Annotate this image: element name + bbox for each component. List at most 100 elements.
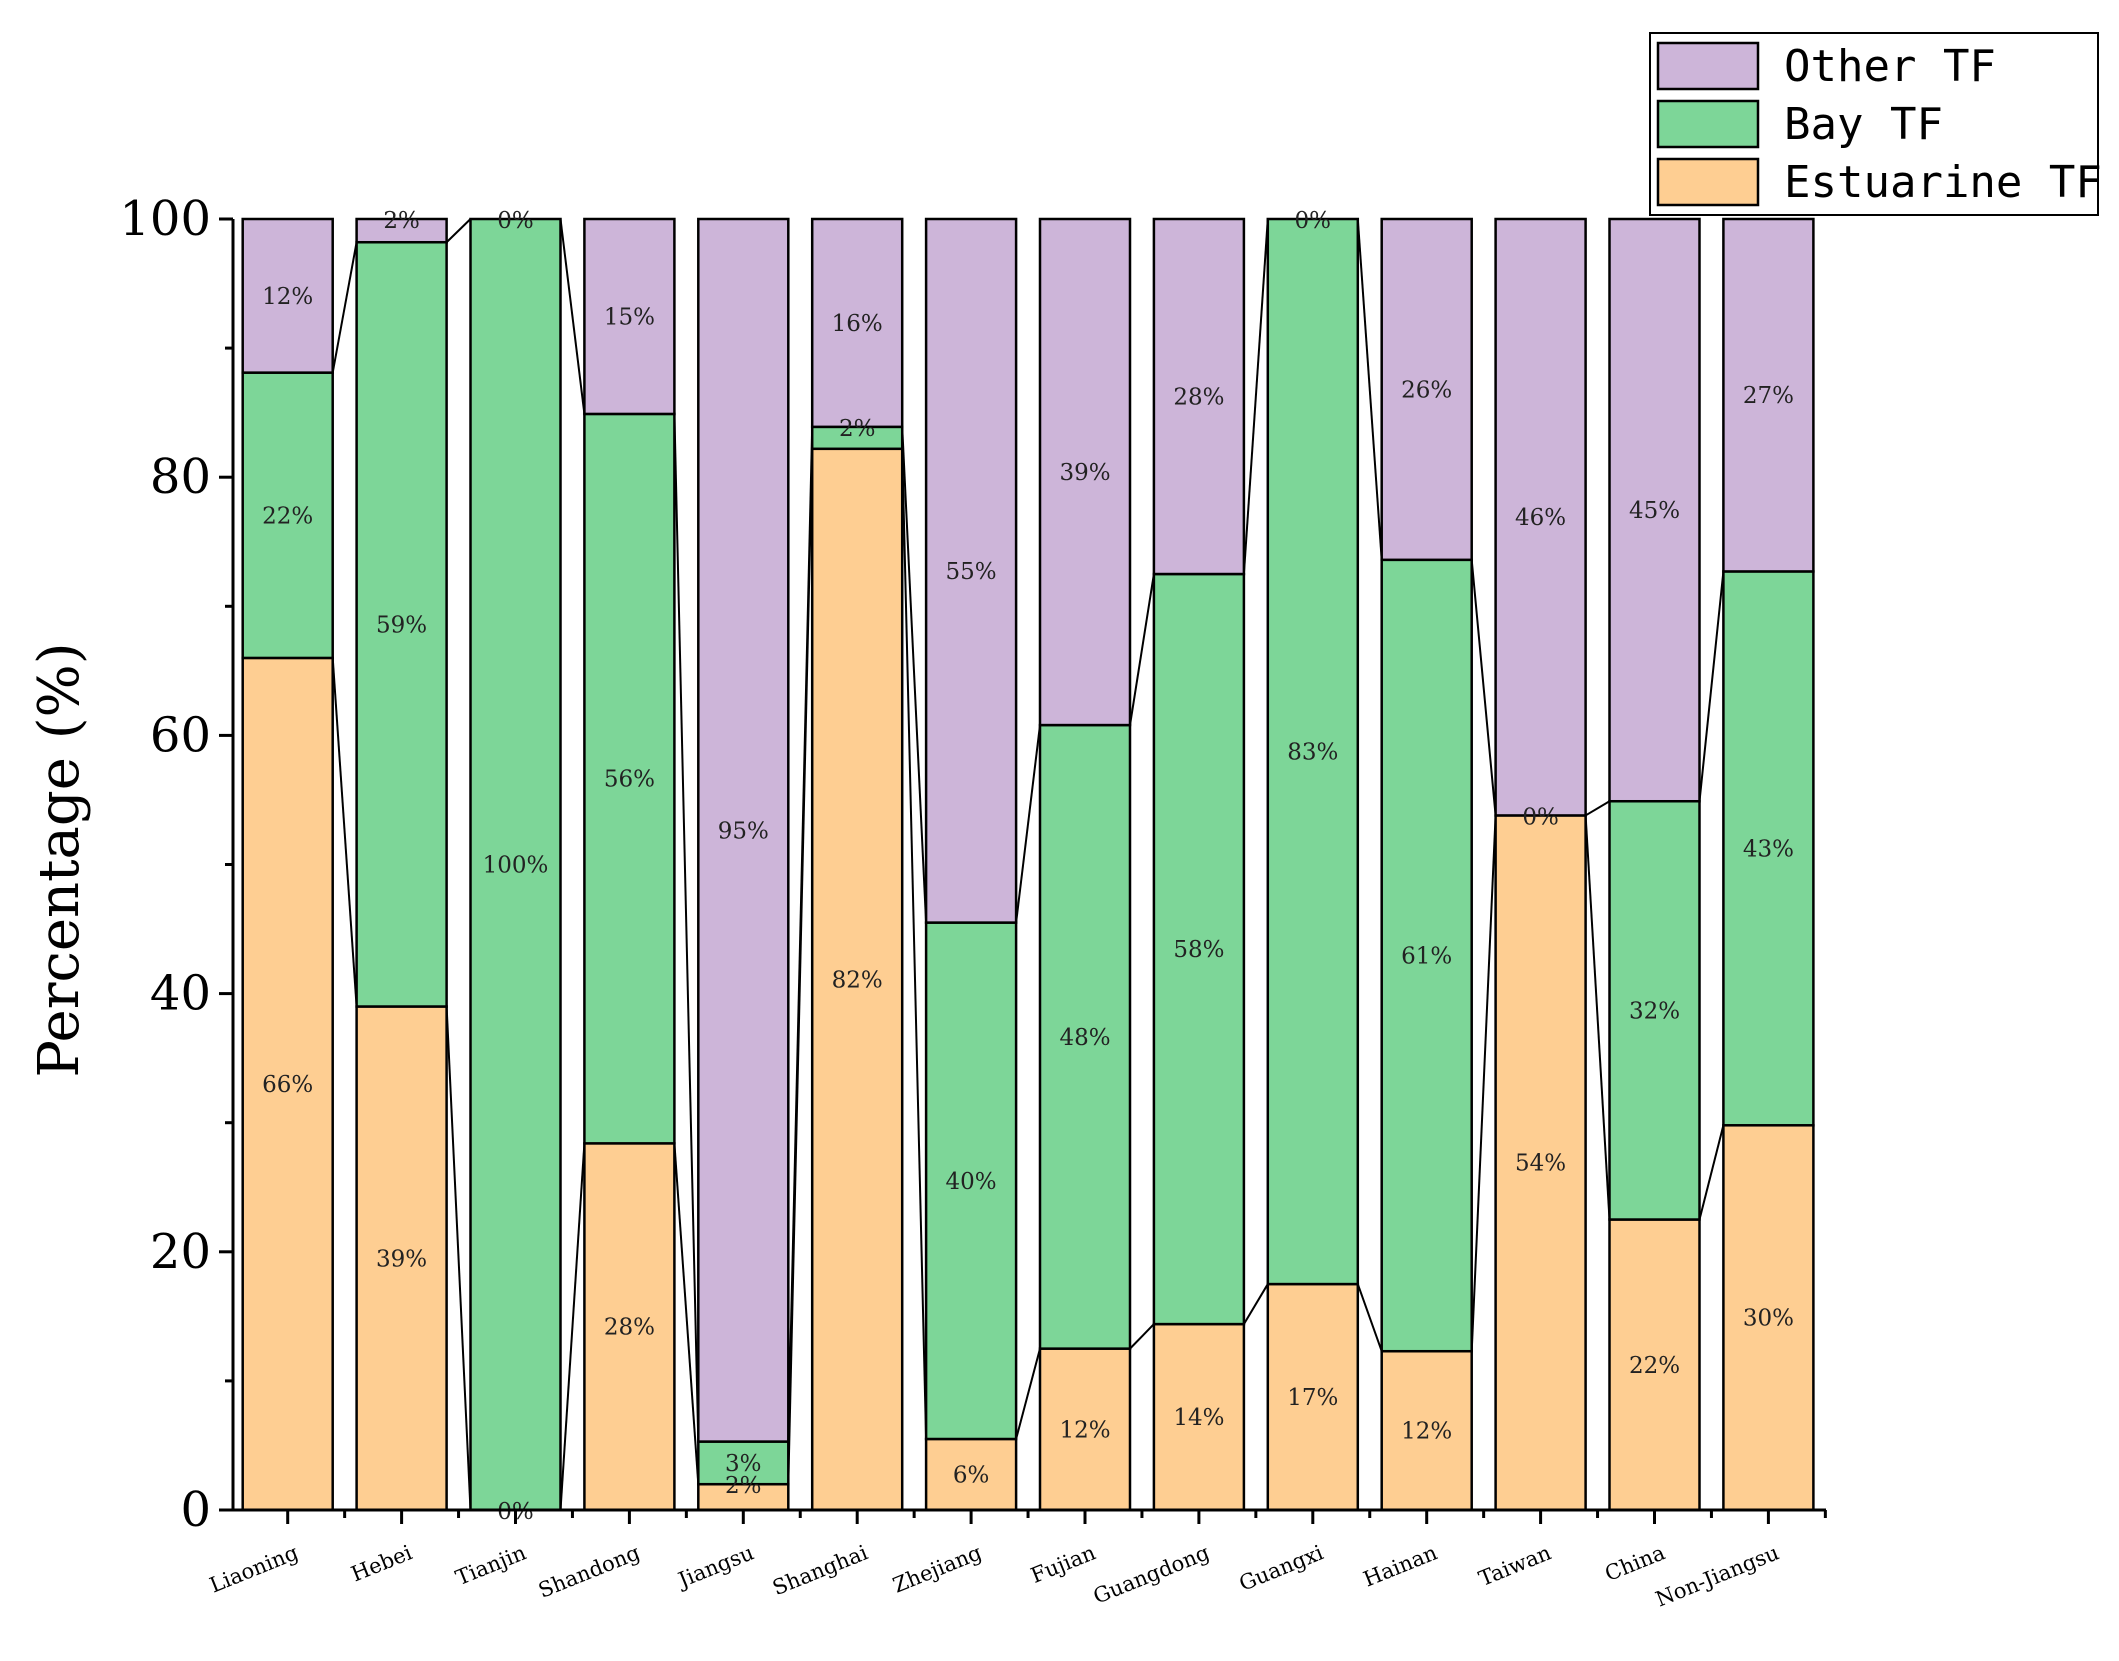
connector-line	[1015, 1348, 1041, 1440]
connector-lines	[331, 218, 1725, 1511]
bar-fujian-other-tf	[1038, 217, 1132, 727]
x-tick-label-china: China	[1602, 1540, 1669, 1586]
connector-line	[1129, 1323, 1155, 1350]
bar-zhejiang-bay-tf	[924, 921, 1018, 1441]
data-label-shanghai-estuarine-tf: 82%	[832, 967, 883, 993]
data-label-liaoning-other-tf: 12%	[262, 284, 313, 310]
connector-line	[1470, 559, 1497, 816]
data-label-guangdong-bay-tf: 58%	[1173, 937, 1224, 963]
bar-shandong-estuarine-tf	[583, 1142, 676, 1512]
bar-guangdong-other-tf	[1152, 217, 1246, 576]
data-label-guangxi-estuarine-tf: 17%	[1287, 1385, 1338, 1411]
connector-line	[1698, 1125, 1725, 1220]
data-label-fujian-estuarine-tf: 12%	[1059, 1417, 1110, 1443]
data-label-hebei-estuarine-tf: 39%	[376, 1246, 427, 1272]
data-label-jiangsu-bay-tf: 3%	[725, 1451, 762, 1477]
connector-line	[1585, 800, 1611, 817]
legend-swatch-other-tf	[1656, 41, 1760, 91]
bar-non-jiangsu-other-tf	[1722, 217, 1815, 573]
legend-label-other-tf: Other TF	[1784, 41, 1996, 92]
data-label-guangdong-estuarine-tf: 14%	[1173, 1405, 1224, 1431]
x-tick-label-zhejiang: Zhejiang	[890, 1540, 985, 1597]
legend-label-estuarine-tf: Estuarine TF	[1784, 157, 2102, 208]
connector-line	[673, 413, 700, 1442]
x-tick-label-taiwan: Taiwan	[1475, 1540, 1554, 1591]
bars-layer	[241, 217, 1815, 1512]
y-tick-label: 20	[150, 1224, 211, 1280]
data-label-liaoning-bay-tf: 22%	[262, 503, 313, 529]
connector-line	[331, 242, 358, 373]
data-label-taiwan-other-tf: 46%	[1515, 505, 1566, 531]
data-label-jiangsu-other-tf: 95%	[718, 818, 769, 844]
connector-line	[901, 448, 928, 1440]
data-label-liaoning-estuarine-tf: 66%	[262, 1072, 313, 1098]
bar-hainan-estuarine-tf	[1380, 1349, 1473, 1512]
connector-line	[445, 218, 472, 243]
data-label-taiwan-bay-tf: 0%	[1522, 804, 1559, 830]
connector-line	[787, 426, 814, 1442]
y-tick-label: 60	[150, 707, 211, 763]
bar-china-estuarine-tf	[1608, 1218, 1701, 1512]
segment-labels: 66%22%12%39%59%2%0%100%0%28%56%15%2%3%95…	[262, 208, 1794, 1525]
bar-non-jiangsu-bay-tf	[1722, 570, 1815, 1127]
data-label-jiangsu-estuarine-tf: 2%	[725, 1473, 762, 1499]
data-label-hebei-bay-tf: 59%	[376, 612, 427, 638]
y-tick-label: 100	[119, 191, 211, 247]
y-tick-label: 80	[150, 449, 211, 505]
data-label-zhejiang-bay-tf: 40%	[946, 1169, 997, 1195]
data-label-guangxi-other-tf: 0%	[1295, 208, 1332, 234]
connector-line	[673, 1143, 700, 1485]
bar-guangdong-bay-tf	[1152, 572, 1246, 1326]
data-label-non-jiangsu-other-tf: 27%	[1743, 383, 1794, 409]
data-label-hebei-other-tf: 2%	[383, 208, 420, 234]
bar-liaoning-estuarine-tf	[241, 656, 334, 1512]
data-label-china-other-tf: 45%	[1629, 498, 1680, 524]
y-axis-label: Percentage (%)	[27, 642, 92, 1077]
x-tick-label-hebei: Hebei	[348, 1540, 416, 1586]
connector-line	[331, 657, 358, 1007]
data-label-china-bay-tf: 32%	[1629, 998, 1680, 1024]
bar-jiangsu-bay-tf	[697, 1440, 790, 1486]
x-tick-label-guangxi: Guangxi	[1236, 1540, 1327, 1595]
bar-liaoning-bay-tf	[241, 371, 334, 660]
bar-shandong-bay-tf	[583, 412, 676, 1145]
bar-taiwan-other-tf	[1494, 217, 1587, 817]
data-label-guangdong-other-tf: 28%	[1173, 385, 1224, 411]
data-label-non-jiangsu-estuarine-tf: 30%	[1743, 1306, 1794, 1332]
data-label-shanghai-bay-tf: 2%	[839, 416, 876, 442]
bar-non-jiangsu-estuarine-tf	[1722, 1124, 1815, 1512]
bar-jiangsu-other-tf	[697, 217, 790, 1443]
connector-line	[1015, 724, 1041, 923]
data-label-shandong-bay-tf: 56%	[604, 767, 655, 793]
connector-line	[1243, 1283, 1269, 1325]
data-label-tianjin-other-tf: 0%	[497, 208, 534, 234]
data-label-tianjin-bay-tf: 100%	[483, 853, 549, 879]
y-tick-label: 40	[150, 966, 211, 1022]
x-tick-label-non-jiangsu: Non-Jiangsu	[1652, 1540, 1782, 1611]
x-tick-label-shandong: Shandong	[535, 1540, 643, 1602]
bar-zhejiang-estuarine-tf	[924, 1437, 1018, 1512]
bar-fujian-bay-tf	[1038, 723, 1132, 1350]
connector-line	[1584, 815, 1611, 1220]
data-label-zhejiang-estuarine-tf: 6%	[953, 1462, 990, 1488]
connector-line	[559, 1143, 586, 1511]
data-label-hainan-bay-tf: 61%	[1401, 944, 1452, 970]
bar-shandong-other-tf	[583, 217, 676, 416]
x-tick-label-fujian: Fujian	[1027, 1540, 1098, 1587]
bar-hebei-estuarine-tf	[355, 1005, 448, 1512]
connector-line	[1129, 573, 1155, 726]
legend-label-bay-tf: Bay TF	[1784, 99, 1943, 150]
legend-swatch-estuarine-tf	[1656, 157, 1760, 207]
data-label-zhejiang-other-tf: 55%	[946, 559, 997, 585]
data-label-shandong-estuarine-tf: 28%	[604, 1315, 655, 1341]
data-label-guangxi-bay-tf: 83%	[1287, 740, 1338, 766]
bar-zhejiang-other-tf	[924, 217, 1018, 924]
bar-liaoning-other-tf	[241, 217, 334, 374]
bar-shanghai-other-tf	[810, 217, 904, 429]
bar-china-bay-tf	[1608, 799, 1701, 1221]
data-label-shanghai-other-tf: 16%	[832, 311, 883, 337]
data-label-hainan-estuarine-tf: 12%	[1401, 1419, 1452, 1445]
bar-guangdong-estuarine-tf	[1152, 1322, 1246, 1512]
connector-line	[1356, 1283, 1383, 1352]
